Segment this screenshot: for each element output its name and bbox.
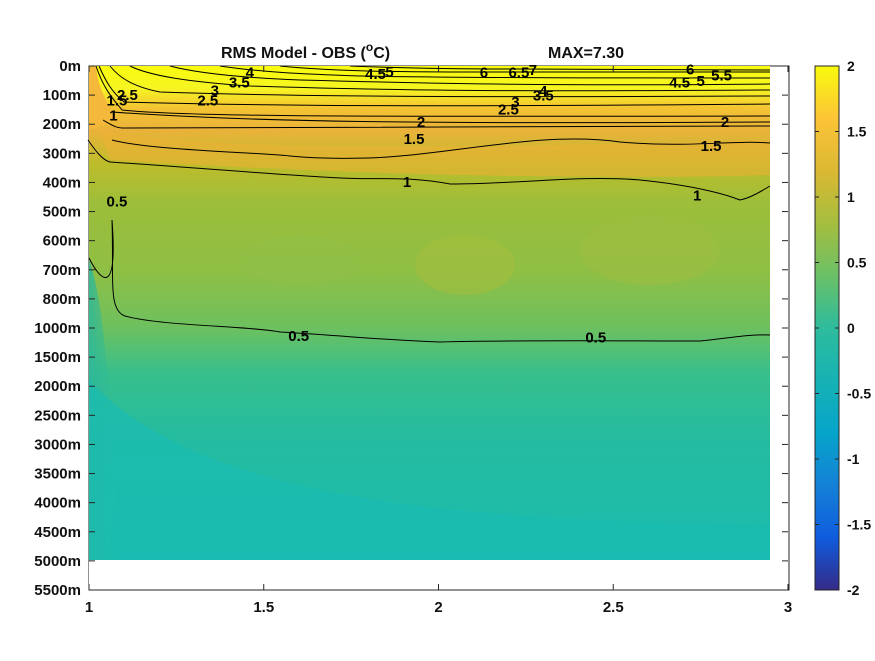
y-tick-label: 400m xyxy=(43,174,81,191)
contour-label: 2 xyxy=(417,114,425,131)
colorbar-tick-label: -2 xyxy=(847,582,860,598)
y-axis: 0m 100m 200m 300m 400m 500m 600m 700m 800m 1000m 1… xyxy=(34,58,788,599)
colorbar-tick-label: 0 xyxy=(847,320,855,336)
y-tick-label: 3500m xyxy=(34,466,81,483)
contour-label: 4.5 xyxy=(669,74,690,91)
contour-labels: 4 4.5 5 6 6.5 7 6 5.54.5 53.532.5 3.5432.52.51.51… xyxy=(107,61,732,346)
colorbar-tick-label: 0.5 xyxy=(847,255,867,271)
contour-label: 3 xyxy=(511,94,519,111)
contour-label: 6.5 xyxy=(508,64,529,81)
colorbar-tick-label: 2 xyxy=(847,58,855,74)
contour-label: 1.5 xyxy=(701,138,722,155)
x-tick-label: 1 xyxy=(85,599,93,616)
contour-label: 0.5 xyxy=(585,330,606,347)
contour-label: 4 xyxy=(539,83,548,100)
y-tick-label: 5500m xyxy=(34,582,81,599)
contour-label: 1 xyxy=(403,174,411,191)
y-tick-label: 2500m xyxy=(34,407,81,424)
heatmap-field xyxy=(89,66,770,560)
y-tick-label: 600m xyxy=(43,233,81,250)
y-tick-label: 5000m xyxy=(34,553,81,570)
colorbar-tick-label: 1.5 xyxy=(847,124,867,140)
contour-label: 5 xyxy=(385,64,393,81)
contour-label: 1 xyxy=(109,107,117,124)
y-tick-label: 800m xyxy=(43,291,81,308)
y-tick-label: 500m xyxy=(43,204,81,221)
contour-label: 6 xyxy=(480,64,488,81)
y-tick-label: 100m xyxy=(43,87,81,104)
contour-label: 5 xyxy=(696,73,704,90)
contour-label: 4 xyxy=(246,64,255,81)
y-tick-label: 300m xyxy=(43,145,81,162)
y-tick-label: 700m xyxy=(43,262,81,279)
contour-label: 1 xyxy=(693,188,701,205)
colorbar-tick-label: -1.5 xyxy=(847,517,871,533)
y-tick-label: 2000m xyxy=(34,378,81,395)
x-tick-label: 2 xyxy=(434,599,442,616)
y-tick-label: 1500m xyxy=(34,349,81,366)
contour-label: 2.5 xyxy=(498,102,519,119)
y-tick-label: 1000m xyxy=(34,320,81,337)
colorbar-ticks: 2 1.5 1 0.5 0 -0.5 -1 -1.5 -2 xyxy=(815,58,871,598)
contour-lines xyxy=(87,65,771,343)
colorbar-tick-label: 1 xyxy=(847,189,855,205)
contour-label: 7 xyxy=(529,62,537,79)
contour-label: 6 xyxy=(686,61,694,78)
y-tick-label: 4500m xyxy=(34,524,81,541)
contour-label: 0.5 xyxy=(107,193,128,210)
x-tick-label: 3 xyxy=(784,599,792,616)
contour-label: 1.5 xyxy=(404,131,425,148)
x-tick-label: 2.5 xyxy=(603,599,624,616)
contour-label: 2.5 xyxy=(197,92,218,109)
contour-label: 2.5 xyxy=(117,87,138,104)
contour-label: 3.5 xyxy=(533,88,554,105)
y-tick-label: 3000m xyxy=(34,436,81,453)
chart-title: RMS Model - OBS (oC) xyxy=(221,40,390,62)
contour-label: 3 xyxy=(211,83,219,100)
y-tick-label: 4000m xyxy=(34,495,81,512)
contour-label: 2 xyxy=(721,114,729,131)
y-tick-label: 0m xyxy=(59,58,81,75)
contour-label: 4.5 xyxy=(365,66,386,83)
y-tick-label: 200m xyxy=(43,116,81,133)
contour-label: 3.5 xyxy=(229,74,250,91)
contour-label: 5.5 xyxy=(711,67,732,84)
x-tick-label: 1.5 xyxy=(253,599,274,616)
contour-label: 0.5 xyxy=(288,328,309,345)
x-axis: 1 1.5 2 2.5 3 xyxy=(85,66,792,616)
max-label: MAX=7.30 xyxy=(548,45,624,62)
colorbar-tick-label: -1 xyxy=(847,451,860,467)
contour-label: 1.5 xyxy=(107,92,128,109)
colorbar-tick-label: -0.5 xyxy=(847,386,871,402)
